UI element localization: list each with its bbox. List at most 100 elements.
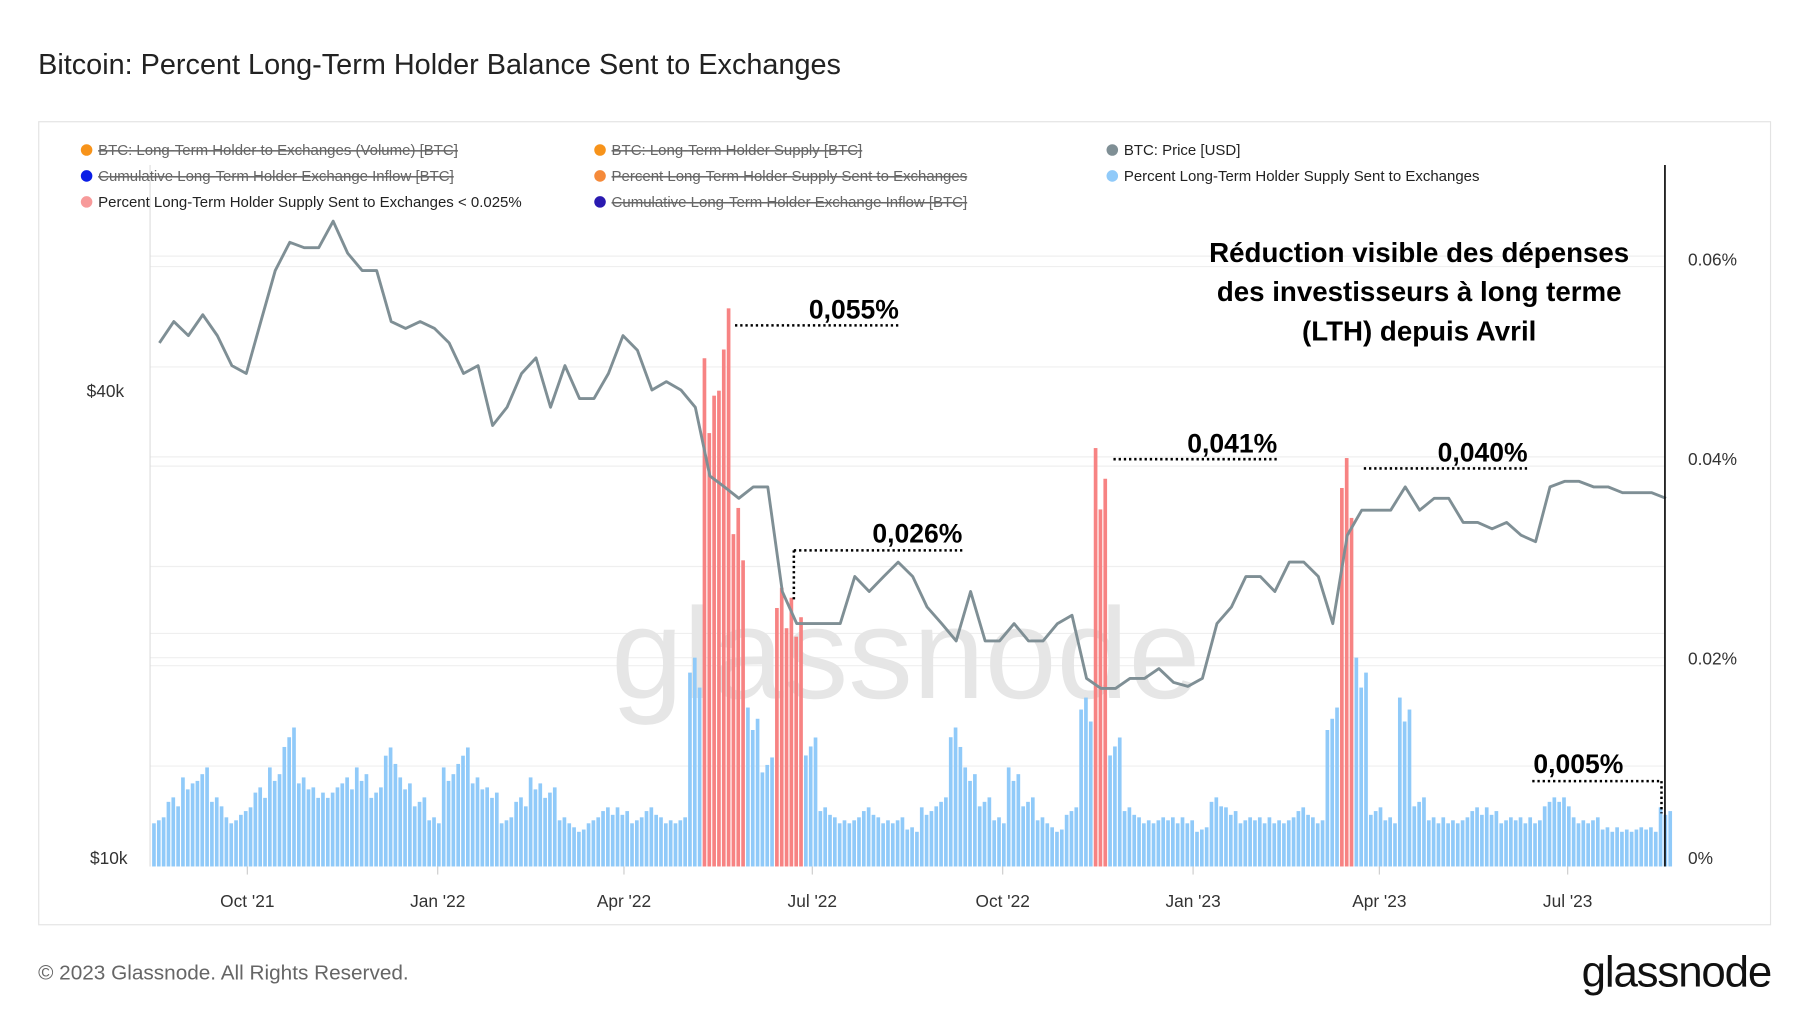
bar (1286, 820, 1291, 867)
legend-item[interactable]: Percent Long-Term Holder Supply Sent to … (80, 194, 522, 211)
bar (1364, 672, 1368, 867)
bar (610, 814, 615, 867)
glassnode-logo: glassnode (1582, 947, 1771, 996)
bar (1644, 829, 1648, 867)
bar (166, 801, 171, 867)
bar (581, 829, 586, 867)
bar (1064, 814, 1069, 867)
bar (1248, 817, 1252, 867)
bar (374, 792, 378, 867)
bar (214, 797, 219, 867)
bar (799, 617, 803, 867)
bar (1122, 811, 1127, 867)
bar (292, 727, 296, 867)
bar (330, 792, 335, 867)
right-tick-label: 0.02% (1688, 649, 1737, 669)
bar (1591, 820, 1595, 867)
bar (1586, 823, 1590, 867)
bar (1055, 831, 1059, 867)
bar (1228, 814, 1233, 867)
legend-item[interactable]: BTC: Price [USD] (1106, 142, 1241, 159)
bar (746, 707, 750, 867)
legend-dot-icon (80, 144, 93, 156)
bar (1552, 797, 1557, 867)
legend-label: BTC: Long-Term Holder to Exchanges (Volu… (98, 142, 458, 159)
bar (422, 797, 427, 867)
legend-item[interactable]: Cumulative Long-Term Holder Exchange Inf… (594, 194, 967, 211)
bar (504, 820, 509, 867)
bar (789, 597, 794, 867)
bar (335, 787, 340, 867)
bar (205, 767, 209, 867)
legend-item[interactable]: Cumulative Long-Term Holder Exchange Inf… (80, 168, 454, 185)
bar (359, 780, 364, 867)
bar (1484, 807, 1489, 867)
bar (953, 727, 958, 867)
bar (466, 747, 470, 867)
bar (1137, 817, 1141, 867)
bar (369, 797, 374, 867)
bar (412, 806, 417, 867)
bar (1243, 820, 1248, 867)
bar (161, 817, 166, 867)
annotation-label: 0,026% (872, 518, 962, 548)
bar (1402, 721, 1407, 867)
bar (963, 767, 968, 867)
bar (890, 823, 895, 867)
bar (282, 746, 287, 867)
bar (654, 814, 659, 867)
bar (490, 797, 494, 867)
bar (528, 777, 533, 867)
bar (470, 783, 475, 867)
bar (635, 820, 639, 867)
bar (567, 823, 572, 867)
bar (248, 807, 253, 867)
bar (620, 814, 625, 867)
bar (1272, 823, 1277, 867)
legend-item[interactable]: Percent Long-Term Holder Supply Sent to … (594, 168, 967, 185)
bar (1634, 829, 1639, 867)
bar (842, 820, 847, 867)
bar (523, 806, 528, 867)
bar (601, 811, 605, 867)
bar (1581, 820, 1586, 867)
bar (1542, 806, 1547, 867)
note-line-2: des investisseurs à long terme (1217, 276, 1622, 307)
bar (219, 806, 224, 867)
legend-dot-icon (594, 144, 606, 156)
bar (461, 755, 465, 867)
bar (403, 789, 407, 867)
bar (475, 777, 480, 867)
bar (741, 560, 745, 867)
bar (644, 811, 649, 867)
bar (1030, 797, 1035, 867)
bar (345, 777, 349, 867)
bar (1610, 831, 1615, 867)
bar (702, 358, 707, 867)
bar (195, 780, 200, 867)
bar (760, 772, 765, 867)
bar (683, 817, 687, 867)
legend-item[interactable]: BTC: Long-Term Holder Supply [BTC] (594, 142, 862, 159)
bar (1504, 820, 1508, 867)
bar (673, 823, 678, 867)
bar (997, 817, 1001, 867)
bar (847, 823, 852, 867)
bar (784, 628, 789, 867)
note-line-1: Réduction visible des dépenses (1209, 237, 1629, 268)
legend-item[interactable]: Percent Long-Term Holder Supply Sent to … (1106, 168, 1480, 185)
bar (1441, 817, 1446, 867)
bar (1035, 820, 1040, 867)
bar (1190, 820, 1195, 867)
bar (321, 792, 325, 867)
legend-item[interactable]: BTC: Long-Term Holder to Exchanges (Volu… (80, 142, 458, 159)
right-tick-label: 0.04% (1688, 449, 1737, 469)
bar (272, 780, 277, 867)
bar (1267, 817, 1272, 867)
bar (1383, 820, 1388, 867)
bar (1470, 811, 1475, 867)
bar (1624, 829, 1629, 867)
bar (200, 774, 205, 867)
bar (591, 820, 596, 867)
bar (1238, 823, 1243, 867)
